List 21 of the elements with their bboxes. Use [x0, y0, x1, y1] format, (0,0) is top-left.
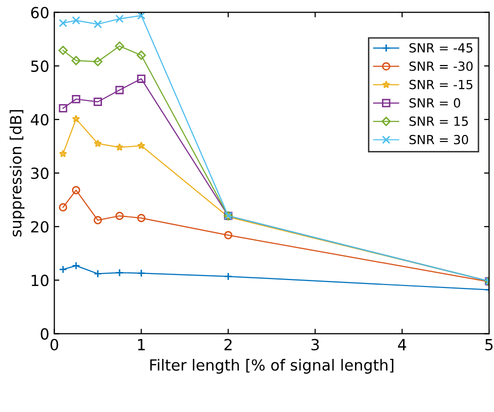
- y-tick-label: 40: [30, 114, 48, 126]
- y-tick-label: 50: [31, 60, 48, 72]
- y-axis-title: suppression [dB]: [10, 110, 24, 236]
- x-tick-label: 5: [485, 339, 493, 350]
- y-tick-label: 10: [32, 274, 48, 286]
- x-tick-label: 4: [398, 339, 406, 350]
- y-tick-label: 60: [31, 6, 48, 18]
- y-tick-label: 20: [31, 221, 48, 233]
- legend-label: SNR = 30: [409, 134, 468, 144]
- legend-label: SNR = -45: [409, 43, 472, 53]
- legend-label: SNR = -30: [409, 61, 473, 71]
- legend-label: SNR = 15: [409, 116, 468, 126]
- x-tick-label: 2: [224, 338, 232, 350]
- x-tick-label: 0: [50, 338, 58, 350]
- y-tick-label: 30: [31, 168, 48, 180]
- y-tick-label: 0: [40, 328, 48, 340]
- x-axis-title: Filter length [% of signal length]: [150, 358, 394, 374]
- x-tick-label: 1: [138, 339, 145, 350]
- legend-label: SNR = -15: [409, 80, 472, 90]
- x-tick-label: 3: [311, 338, 319, 350]
- legend-label: SNR = 0: [409, 98, 460, 108]
